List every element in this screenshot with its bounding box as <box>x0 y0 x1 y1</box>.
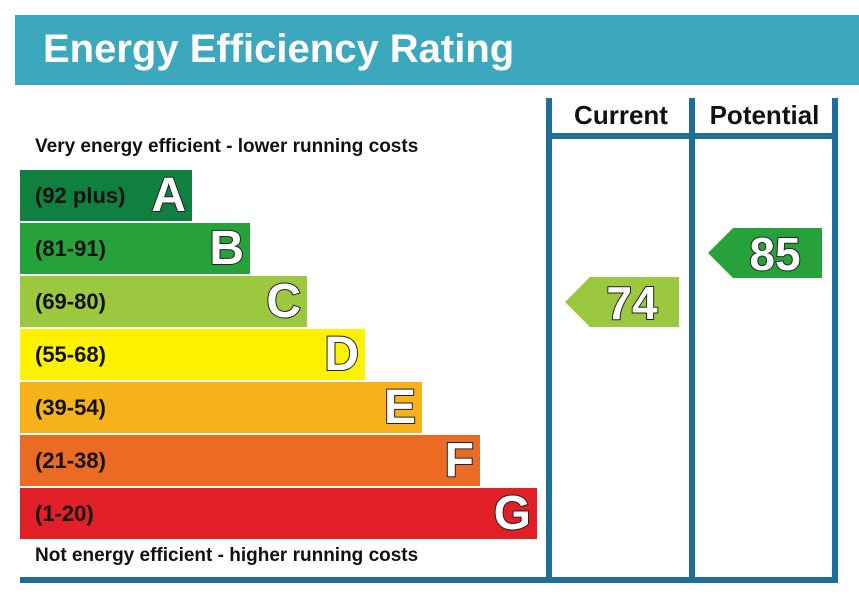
bottom-frame-line <box>20 577 838 583</box>
band-letter: D <box>323 327 360 382</box>
chart-title: Energy Efficiency Rating <box>43 27 515 71</box>
band-range-label: (21-38) <box>35 448 106 473</box>
band-b: (81-91) B <box>20 221 250 276</box>
band-d: (55-68) D <box>20 327 365 382</box>
band-range-label: (39-54) <box>35 395 106 420</box>
frame-left-line <box>546 98 552 582</box>
frame-middle-line <box>689 98 695 582</box>
title-bar: Energy Efficiency Rating <box>15 15 859 85</box>
band-e: (39-54) E <box>20 380 422 435</box>
band-c: (69-80) C <box>20 274 307 329</box>
current-rating-value: 74 <box>605 276 658 330</box>
current-rating-arrow <box>565 277 679 327</box>
band-range-label: (1-20) <box>35 501 94 526</box>
header-divider-line <box>546 133 838 139</box>
potential-rating-arrow <box>708 228 822 278</box>
band-g: (1-20) G <box>20 486 537 541</box>
band-range-label: (92 plus) <box>35 183 126 208</box>
frame-right-line <box>832 98 838 582</box>
band-letter: E <box>383 380 417 435</box>
band-range-label: (69-80) <box>35 289 106 314</box>
band-letter: B <box>208 221 245 276</box>
band-letter: A <box>150 168 187 223</box>
top-caption: Very energy efficient - lower running co… <box>35 136 419 157</box>
band-f: (21-38) F <box>20 433 480 488</box>
band-range-label: (55-68) <box>35 342 106 367</box>
potential-rating-value: 85 <box>748 227 801 281</box>
bottom-caption: Not energy efficient - higher running co… <box>35 545 419 566</box>
band-a: (92 plus) A <box>20 168 192 223</box>
rating-arrow-shape <box>708 228 822 278</box>
current-column-header: Current <box>574 100 668 130</box>
potential-column-header: Potential <box>709 100 820 130</box>
band-letter: F <box>444 433 475 488</box>
rating-arrow-shape <box>565 277 679 327</box>
band-letter: C <box>265 274 302 329</box>
band-letter: G <box>493 486 532 541</box>
band-range-label: (81-91) <box>35 236 106 261</box>
